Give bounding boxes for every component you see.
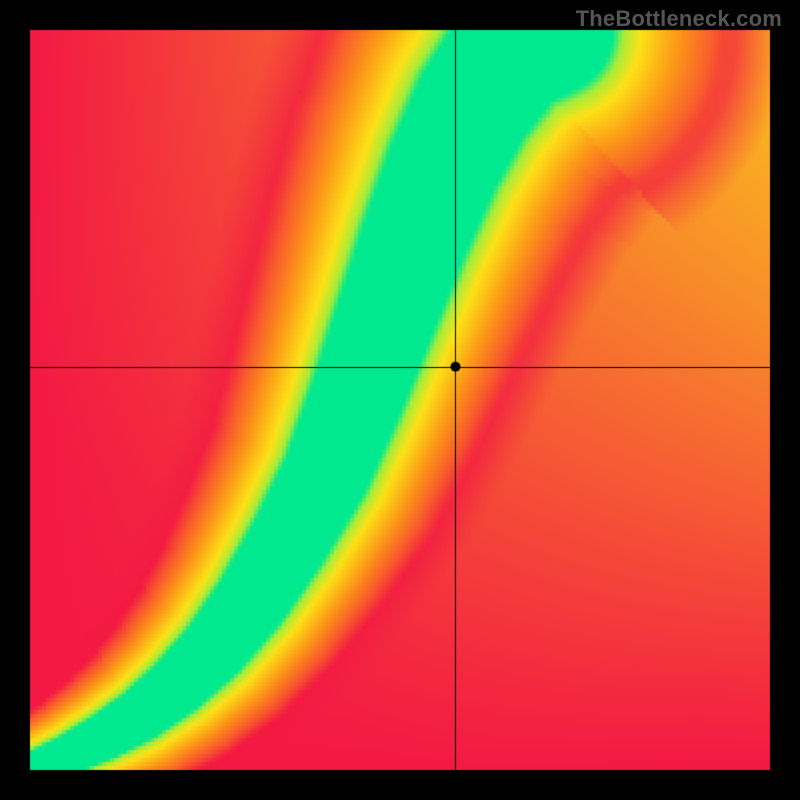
chart-container: TheBottleneck.com: [0, 0, 800, 800]
watermark-text: TheBottleneck.com: [576, 6, 782, 32]
bottleneck-heatmap: [0, 0, 800, 800]
